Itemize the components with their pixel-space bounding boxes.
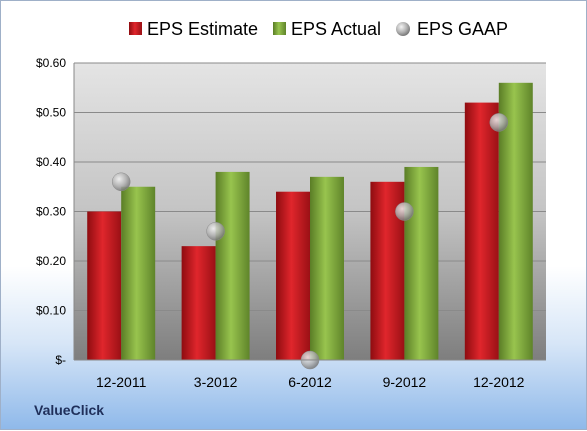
gaap-markers <box>111 113 509 370</box>
legend-swatch-eps-gaap <box>396 22 410 36</box>
bar-eps-estimate <box>276 191 310 360</box>
bar-eps-estimate <box>181 246 216 360</box>
x-tick-label: 3-2012 <box>194 374 238 390</box>
gaap-marker <box>489 113 509 132</box>
legend: EPS Estimate EPS Actual EPS GAAP <box>129 19 508 39</box>
bar-eps-estimate <box>87 211 122 360</box>
x-tick-label: 6-2012 <box>288 374 332 390</box>
legend-item-eps-actual: EPS Actual <box>273 19 381 39</box>
y-tick-label: $0.30 <box>36 205 66 219</box>
legend-item-eps-gaap: EPS GAAP <box>396 19 508 39</box>
y-tick-label: $0.50 <box>36 106 66 120</box>
bars <box>87 82 533 361</box>
x-tick-label: 12-2012 <box>473 374 525 390</box>
y-tick-label: $0.40 <box>36 155 66 169</box>
x-axis: 12-2011 3-2012 6-2012 9-2012 12-2012 <box>74 359 546 390</box>
bar-eps-actual <box>121 186 156 360</box>
gaap-marker <box>206 222 225 241</box>
bar-eps-actual <box>404 166 439 360</box>
legend-swatch-eps-actual <box>273 22 286 35</box>
gaap-marker <box>111 172 131 192</box>
brand-label: ValueClick <box>34 402 105 418</box>
gaap-marker <box>395 202 414 221</box>
y-tick-label: $0.10 <box>36 304 66 318</box>
bar-eps-actual <box>310 176 344 360</box>
bar-eps-estimate <box>464 102 499 360</box>
y-tick-label: $0.20 <box>36 254 66 268</box>
legend-label-eps-gaap: EPS GAAP <box>417 19 508 39</box>
legend-label-eps-estimate: EPS Estimate <box>147 19 258 39</box>
bar-eps-actual <box>215 171 250 360</box>
x-tick-label: 12-2011 <box>96 374 147 390</box>
legend-label-eps-actual: EPS Actual <box>291 19 381 39</box>
legend-item-eps-estimate: EPS Estimate <box>129 19 258 39</box>
y-tick-label: $- <box>55 353 66 367</box>
y-tick-label: $0.60 <box>36 56 66 70</box>
legend-swatch-eps-estimate <box>129 22 142 35</box>
x-tick-label: 9-2012 <box>383 374 427 390</box>
y-axis: $- $0.10 $0.20 $0.30 $0.40 $0.50 $0.60 <box>36 56 75 367</box>
